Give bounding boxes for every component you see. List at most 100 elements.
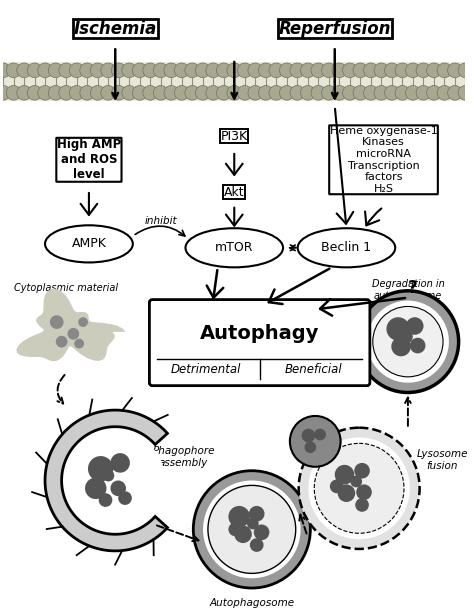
- Polygon shape: [98, 456, 149, 501]
- Polygon shape: [45, 410, 167, 551]
- Circle shape: [321, 63, 336, 78]
- Circle shape: [290, 63, 305, 78]
- Circle shape: [0, 63, 10, 78]
- Circle shape: [406, 317, 423, 335]
- Circle shape: [122, 63, 137, 78]
- Circle shape: [217, 63, 231, 78]
- Circle shape: [290, 416, 341, 467]
- Circle shape: [27, 85, 42, 100]
- Circle shape: [254, 524, 269, 540]
- Circle shape: [27, 63, 42, 78]
- Circle shape: [399, 330, 413, 343]
- Circle shape: [99, 493, 112, 507]
- Circle shape: [416, 63, 431, 78]
- Circle shape: [343, 63, 357, 78]
- Circle shape: [110, 481, 126, 496]
- Circle shape: [227, 63, 242, 78]
- Circle shape: [395, 63, 410, 78]
- Circle shape: [91, 63, 105, 78]
- Circle shape: [304, 442, 316, 453]
- Circle shape: [193, 471, 310, 588]
- Circle shape: [410, 338, 426, 353]
- Circle shape: [353, 85, 368, 100]
- Circle shape: [65, 431, 165, 530]
- Circle shape: [154, 63, 168, 78]
- Circle shape: [350, 476, 362, 487]
- Circle shape: [367, 301, 449, 382]
- Circle shape: [6, 63, 21, 78]
- Text: Beneficial: Beneficial: [284, 364, 342, 376]
- Circle shape: [321, 85, 336, 100]
- Circle shape: [311, 63, 326, 78]
- Circle shape: [174, 63, 189, 78]
- Circle shape: [85, 477, 107, 499]
- Circle shape: [395, 85, 410, 100]
- Ellipse shape: [45, 225, 133, 262]
- Circle shape: [6, 85, 21, 100]
- Circle shape: [17, 85, 31, 100]
- Circle shape: [50, 315, 64, 329]
- Circle shape: [269, 85, 283, 100]
- Circle shape: [228, 523, 242, 536]
- Circle shape: [258, 63, 273, 78]
- Circle shape: [91, 85, 105, 100]
- Text: Ischemia: Ischemia: [73, 19, 157, 38]
- Polygon shape: [16, 289, 125, 361]
- Circle shape: [258, 85, 273, 100]
- Circle shape: [154, 85, 168, 100]
- Circle shape: [355, 498, 369, 512]
- Circle shape: [111, 63, 126, 78]
- Circle shape: [110, 453, 130, 473]
- Circle shape: [269, 63, 283, 78]
- Circle shape: [437, 85, 452, 100]
- Circle shape: [248, 63, 263, 78]
- Circle shape: [392, 337, 411, 356]
- Text: Degradation in
autolysosome: Degradation in autolysosome: [372, 279, 444, 301]
- Circle shape: [386, 317, 410, 340]
- Circle shape: [69, 85, 84, 100]
- Circle shape: [164, 63, 179, 78]
- Circle shape: [458, 63, 473, 78]
- Circle shape: [343, 85, 357, 100]
- Text: AMPK: AMPK: [72, 238, 106, 250]
- Circle shape: [384, 63, 399, 78]
- Circle shape: [143, 63, 157, 78]
- Circle shape: [311, 85, 326, 100]
- Circle shape: [250, 538, 264, 552]
- Circle shape: [234, 526, 252, 543]
- Circle shape: [458, 85, 473, 100]
- Circle shape: [185, 85, 200, 100]
- Circle shape: [203, 481, 301, 579]
- Text: Beclin 1: Beclin 1: [321, 241, 372, 255]
- Circle shape: [48, 63, 63, 78]
- Circle shape: [38, 63, 53, 78]
- Circle shape: [373, 306, 443, 377]
- Ellipse shape: [185, 228, 283, 267]
- Text: Reperfusion: Reperfusion: [279, 19, 391, 38]
- Circle shape: [59, 63, 73, 78]
- Text: Autophagosome: Autophagosome: [209, 598, 294, 608]
- Circle shape: [299, 428, 419, 549]
- Circle shape: [206, 85, 220, 100]
- Circle shape: [164, 85, 179, 100]
- Circle shape: [356, 484, 372, 500]
- Circle shape: [80, 85, 94, 100]
- Circle shape: [195, 63, 210, 78]
- Text: Phagophore
assembly: Phagophore assembly: [152, 446, 215, 468]
- Circle shape: [309, 437, 410, 539]
- Circle shape: [416, 85, 431, 100]
- Text: PI3K: PI3K: [221, 130, 248, 143]
- Circle shape: [74, 339, 84, 348]
- Circle shape: [427, 85, 441, 100]
- Text: mTOR: mTOR: [215, 241, 254, 255]
- Text: Cytoplasmic material: Cytoplasmic material: [14, 283, 118, 293]
- Circle shape: [80, 63, 94, 78]
- Circle shape: [143, 85, 157, 100]
- Circle shape: [335, 465, 354, 484]
- Circle shape: [330, 479, 344, 493]
- Circle shape: [249, 506, 264, 521]
- Circle shape: [337, 484, 355, 502]
- Circle shape: [301, 63, 315, 78]
- FancyBboxPatch shape: [149, 300, 370, 385]
- Circle shape: [374, 85, 389, 100]
